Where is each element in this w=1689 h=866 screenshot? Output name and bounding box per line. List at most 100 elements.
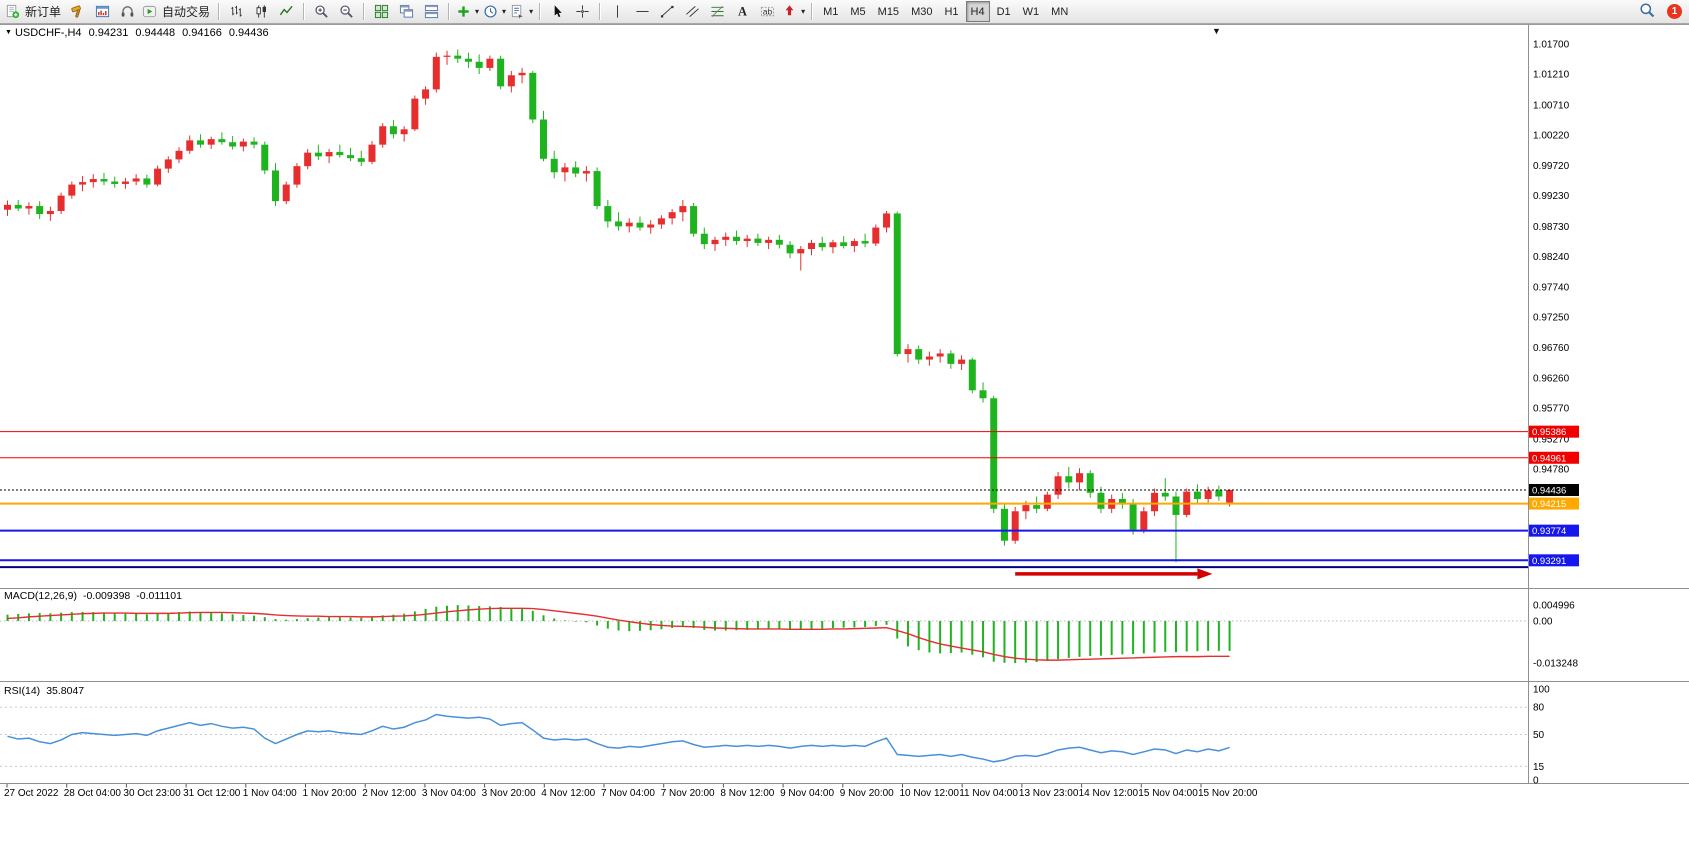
crosshair-button[interactable]	[570, 2, 595, 22]
svg-text:0.95770: 0.95770	[1533, 404, 1570, 415]
price-tag	[1529, 524, 1579, 537]
macd-indicator-label: MACD(12,26,9) -0.009398 -0.011101	[4, 590, 188, 602]
toolbar-separator	[599, 3, 602, 20]
trendline-icon	[660, 4, 675, 19]
horizontal-line-button[interactable]	[630, 2, 655, 22]
chart-menu-arrow-icon[interactable]: ▼	[5, 29, 12, 36]
svg-text:0.93291: 0.93291	[1532, 556, 1566, 567]
svg-text:1 Nov 20:00: 1 Nov 20:00	[303, 788, 357, 799]
rsi-level-lines	[0, 706, 1528, 767]
vertical-line-button[interactable]	[605, 2, 630, 22]
svg-text:9 Nov 20:00: 9 Nov 20:00	[840, 788, 894, 799]
zoom-in-button[interactable]	[309, 2, 334, 22]
svg-text:13 Nov 23:00: 13 Nov 23:00	[1019, 788, 1079, 799]
search-button[interactable]	[1634, 2, 1659, 22]
svg-text:1.00710: 1.00710	[1533, 100, 1570, 111]
svg-text:0.97740: 0.97740	[1533, 283, 1570, 294]
timeframe-M1[interactable]: M1	[823, 5, 839, 18]
bar-chart-button[interactable]	[224, 2, 249, 22]
svg-text:1 Nov 04:00: 1 Nov 04:00	[243, 788, 297, 799]
candlestick-series	[4, 49, 1234, 563]
svg-text:1.00220: 1.00220	[1533, 130, 1570, 141]
candles-icon	[254, 4, 269, 19]
svg-text:0.99230: 0.99230	[1533, 191, 1570, 202]
rsi-value: 35.8047	[46, 685, 85, 697]
svg-text:15 Nov 20:00: 15 Nov 20:00	[1198, 788, 1258, 799]
hammer-button[interactable]	[65, 2, 90, 22]
new-order-button[interactable]: 新订单	[3, 2, 65, 22]
periods-button[interactable]: ▾	[481, 2, 508, 22]
svg-text:30 Oct 23:00: 30 Oct 23:00	[123, 788, 181, 799]
svg-text:7 Nov 04:00: 7 Nov 04:00	[601, 788, 655, 799]
time-axis[interactable]	[6, 784, 1202, 788]
timeframe-M5[interactable]: M5	[850, 5, 866, 18]
text-label-button[interactable]: ab	[755, 2, 780, 22]
channel-button[interactable]	[680, 2, 705, 22]
svg-text:14 Nov 12:00: 14 Nov 12:00	[1079, 788, 1139, 799]
svg-text:0.00: 0.00	[1533, 617, 1553, 628]
trend-arrow-object[interactable]	[1015, 568, 1213, 580]
timeframe-MN[interactable]: MN	[1051, 5, 1069, 18]
zoom-in-icon	[314, 4, 329, 19]
chart-title: ▼ USDCHF-,H4 0.94231 0.94448 0.94166 0.94436	[5, 27, 269, 39]
horizontal-line-objects[interactable]	[0, 425, 1579, 569]
cursor-button[interactable]	[545, 2, 570, 22]
toolbar-right: 1	[1634, 2, 1686, 22]
search-icon	[1639, 2, 1655, 21]
text-icon: A	[735, 4, 750, 19]
chart-window-icon	[95, 4, 110, 19]
svg-text:15: 15	[1533, 762, 1545, 773]
hammer-icon	[70, 4, 85, 19]
svg-text:0: 0	[1533, 776, 1539, 787]
timeframe-M15[interactable]: M15	[877, 5, 900, 18]
channel-icon	[685, 4, 700, 19]
svg-text:100: 100	[1533, 685, 1550, 696]
notification-badge[interactable]: 1	[1667, 4, 1682, 19]
toolbar-separator	[811, 3, 814, 20]
text-button[interactable]: A	[730, 2, 755, 22]
svg-text:0.96760: 0.96760	[1533, 343, 1570, 354]
svg-text:8 Nov 12:00: 8 Nov 12:00	[720, 788, 774, 799]
price-tag	[1529, 451, 1579, 464]
autotrading-label: 自动交易	[162, 5, 211, 19]
zoom-out-icon	[339, 4, 354, 19]
svg-text:11 Nov 04:00: 11 Nov 04:00	[959, 788, 1018, 799]
headset-button[interactable]	[115, 2, 140, 22]
svg-text:0.94780: 0.94780	[1533, 464, 1570, 475]
svg-text:3 Nov 04:00: 3 Nov 04:00	[422, 788, 476, 799]
price-tag	[1529, 425, 1579, 438]
price-tag	[1529, 484, 1579, 496]
svg-text:0.95386: 0.95386	[1532, 427, 1566, 438]
ohlc-low: 0.94166	[182, 27, 222, 39]
autotrading-button[interactable]: 自动交易	[140, 2, 214, 22]
timeframe-H1[interactable]: H1	[944, 5, 959, 18]
svg-text:0.98730: 0.98730	[1533, 222, 1570, 233]
cascade-windows-button[interactable]	[394, 2, 419, 22]
zoom-out-button[interactable]	[334, 2, 359, 22]
arrows-button[interactable]: ▾	[780, 2, 807, 22]
line-icon	[279, 4, 294, 19]
chart-dropdown-arrow[interactable]: ▼	[1212, 26, 1221, 36]
line-chart-button[interactable]	[274, 2, 299, 22]
trendline-button[interactable]	[655, 2, 680, 22]
candlestick-chart-button[interactable]	[249, 2, 274, 22]
new-chart-button[interactable]: ▾	[454, 2, 481, 22]
timeframe-M30[interactable]: M30	[911, 5, 933, 18]
svg-text:0.98240: 0.98240	[1533, 252, 1570, 263]
toolbar-separator	[363, 3, 366, 20]
timeframe-W1[interactable]: W1	[1022, 5, 1040, 18]
timeframe-D1[interactable]: D1	[996, 5, 1011, 18]
templates-button[interactable]: ▾	[508, 2, 535, 22]
price-tag	[1529, 497, 1579, 510]
chart-windows-button[interactable]	[90, 2, 115, 22]
hline-icon	[635, 4, 650, 19]
svg-text:0.97250: 0.97250	[1533, 313, 1570, 324]
toolbar-separator	[303, 3, 306, 20]
arrow-shape-icon	[782, 4, 797, 19]
tile-windows-button[interactable]	[369, 2, 394, 22]
arrange-windows-button[interactable]	[419, 2, 444, 22]
timeframe-H4[interactable]: H4	[965, 1, 990, 22]
fibonacci-button[interactable]	[705, 2, 730, 22]
